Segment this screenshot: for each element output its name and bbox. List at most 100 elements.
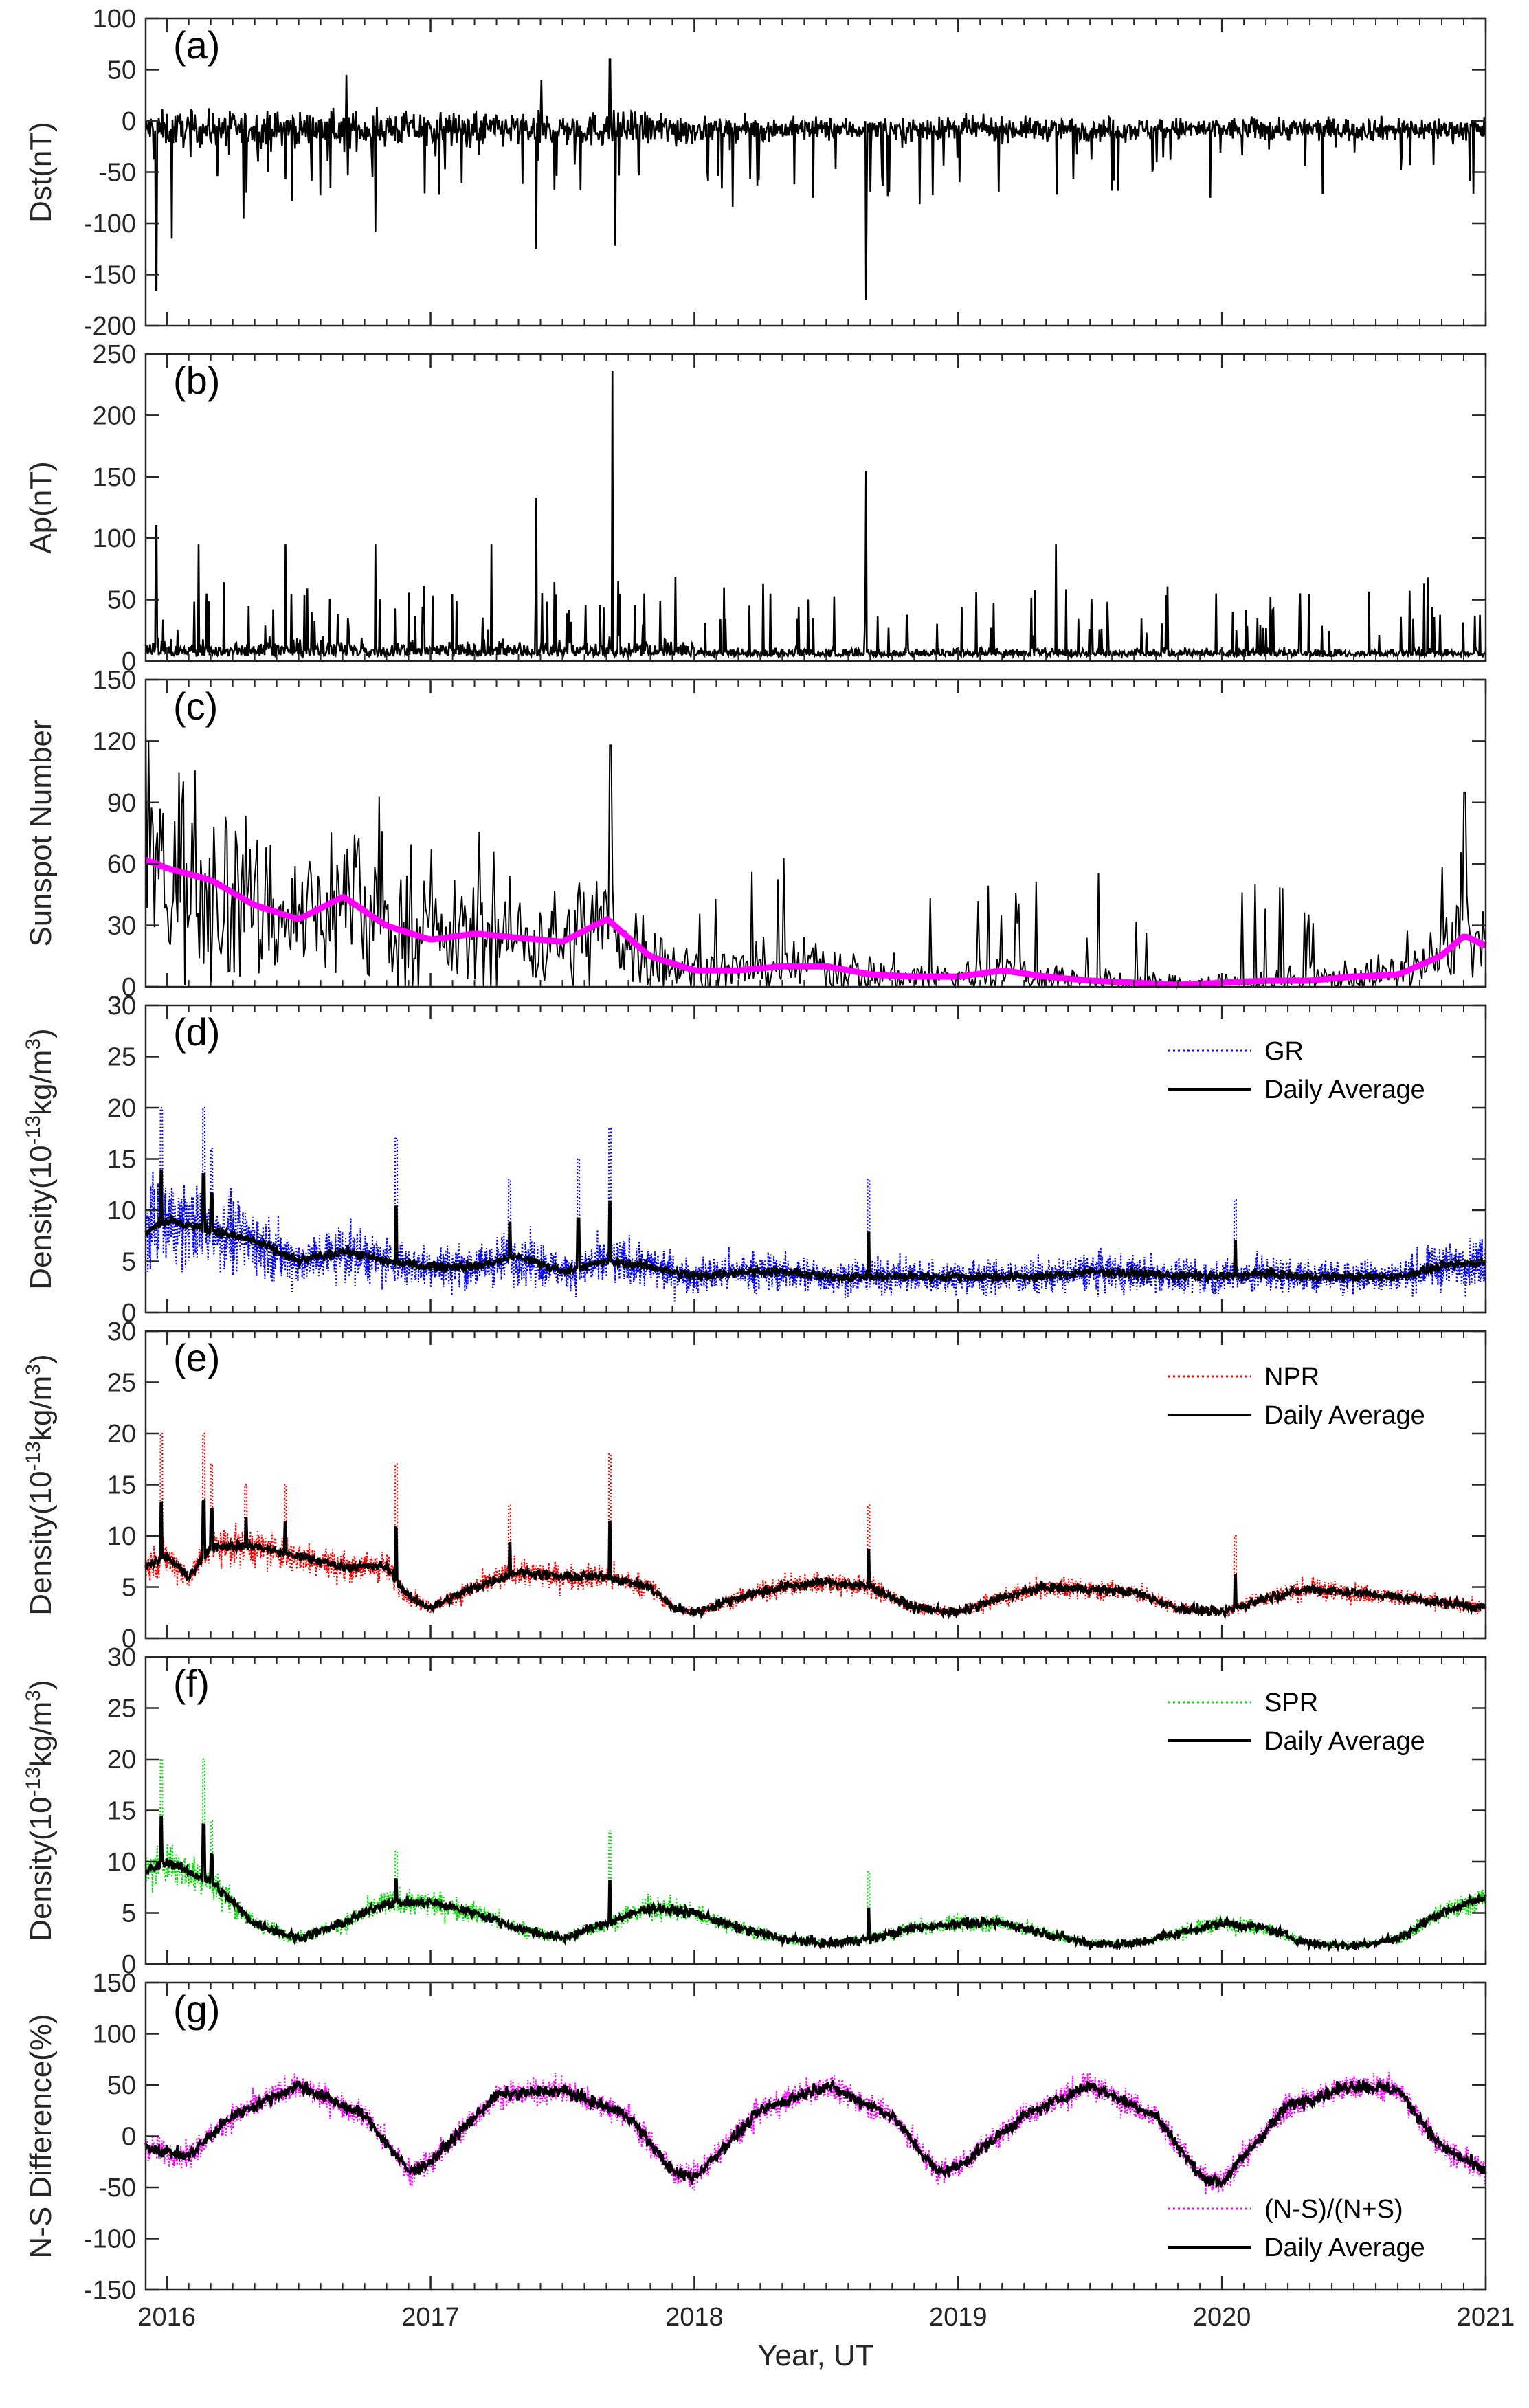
panel-c-tag: (c) [173, 684, 218, 728]
y-tick-label: 50 [107, 586, 136, 615]
panel-e-legend: NPR Daily Average [1168, 1363, 1425, 1430]
panel-f-series [144, 1758, 1487, 1952]
panel-f: SPR Daily Average 30 25 20 15 10 5 0 (f) Density(1… [22, 1643, 1487, 1979]
y-tick-label: -150 [84, 261, 136, 290]
y-tick-label: 10 [107, 1848, 136, 1877]
panel-f-average-line [144, 1815, 1487, 1952]
y-tick-label: 30 [107, 912, 136, 941]
panel-c-smoothed-line [144, 857, 1487, 988]
y-tick-label: 20 [107, 1746, 136, 1774]
panel-f-x-axis [166, 1657, 1487, 1964]
panel-d-tag: (d) [173, 1010, 220, 1054]
y-tick-label: 0 [122, 1950, 136, 1979]
legend-label-e-1: Daily Average [1264, 1401, 1425, 1430]
panel-e-y-label: Density(10-13kg/m3) [22, 1354, 58, 1615]
panel-b-series [144, 370, 1487, 660]
panel-d-x-axis [166, 1005, 1487, 1313]
panel-f-y-axis: 30 25 20 15 10 5 0 [107, 1643, 1486, 1979]
panel-b-line [144, 370, 1487, 660]
x-tick-label: 2016 [137, 2303, 196, 2332]
panel-c-frame [144, 678, 1487, 988]
panel-e-y-axis: 30 25 20 15 10 5 0 [107, 1317, 1486, 1653]
panel-e-series [144, 1432, 1487, 1620]
panel-b-tag: (b) [173, 359, 220, 402]
panel-d: GR Daily Average 30 25 20 15 10 5 0 (d) Density(10… [22, 992, 1487, 1328]
y-tick-label: 100 [93, 524, 136, 553]
x-tick-labels: 2016 2017 2018 2019 2020 2021 [137, 2303, 1515, 2332]
panel-d-series [144, 1106, 1487, 1302]
y-tick-label: -200 [84, 312, 136, 341]
y-tick-label: 30 [107, 1317, 136, 1346]
panel-b-frame [144, 353, 1487, 662]
y-tick-label: 100 [93, 2020, 136, 2049]
y-tick-label: 100 [93, 5, 136, 34]
y-tick-label: -150 [84, 2276, 136, 2305]
legend-label-d-0: GR [1264, 1037, 1304, 1066]
x-tick-label: 2021 [1457, 2303, 1515, 2332]
panel-g: (N-S)/(N+S) Daily Average 150 100 50 0 -50 -100… [24, 1969, 1487, 2305]
panel-g-x-axis [166, 1983, 1487, 2290]
legend-label-f-0: SPR [1264, 1688, 1318, 1717]
panel-b-y-axis: 250 200 150 100 50 0 [93, 340, 1486, 676]
y-tick-label: 10 [107, 1522, 136, 1551]
y-tick-label: -100 [84, 210, 136, 238]
panel-c-x-axis [166, 680, 1487, 987]
y-tick-label: 0 [122, 647, 136, 676]
y-tick-label: 150 [93, 463, 136, 492]
y-tick-label: 25 [107, 1369, 136, 1398]
y-tick-label: -100 [84, 2225, 136, 2254]
x-tick-label: 2017 [401, 2303, 460, 2332]
y-tick-label: 25 [107, 1043, 136, 1072]
panel-b: 250 200 150 100 50 0 (b) Ap(nT) [24, 340, 1487, 676]
panel-g-y-label: N-S Difference(%) [24, 2014, 58, 2258]
panel-c-y-label: Sunspot Number [24, 720, 58, 946]
panel-f-tag: (f) [173, 1662, 210, 1705]
y-tick-label: 20 [107, 1420, 136, 1449]
panel-b-x-axis [166, 354, 1487, 661]
y-tick-label: 0 [122, 2123, 136, 2152]
y-tick-label: 5 [122, 1574, 136, 1603]
y-tick-label: 150 [93, 1969, 136, 1998]
y-tick-label: 0 [122, 1625, 136, 1653]
panel-e-x-axis [166, 1331, 1487, 1638]
panel-d-legend: GR Daily Average [1168, 1037, 1425, 1104]
y-tick-label: 5 [122, 1899, 136, 1928]
y-tick-label: 15 [107, 1797, 136, 1826]
x-tick-label: 2018 [665, 2303, 724, 2332]
panel-a-x-axis [166, 19, 1487, 326]
panel-d-y-axis: 30 25 20 15 10 5 0 [107, 992, 1486, 1328]
panel-a-y-axis: 100 50 0 -50 -100 -150 -200 [84, 5, 1486, 341]
panel-e-tag: (e) [173, 1336, 220, 1379]
y-tick-label: 120 [93, 727, 136, 756]
x-axis-label: Year, UT [757, 2339, 874, 2372]
panel-g-tag: (g) [173, 1987, 220, 2031]
y-tick-label: 20 [107, 1094, 136, 1123]
panel-d-y-label: Density(10-13kg/m3) [22, 1028, 58, 1289]
x-tick-label: 2019 [929, 2303, 987, 2332]
panel-f-y-label: Density(10-13kg/m3) [22, 1680, 58, 1941]
y-tick-label: 60 [107, 850, 136, 879]
x-tick-label: 2020 [1193, 2303, 1251, 2332]
y-tick-label: 50 [107, 56, 136, 85]
y-tick-label: 25 [107, 1695, 136, 1724]
legend-label-g-1: Daily Average [1264, 2233, 1425, 2262]
y-tick-label: 15 [107, 1146, 136, 1174]
y-tick-label: 0 [122, 1299, 136, 1328]
legend-label-e-0: NPR [1264, 1363, 1319, 1392]
panel-a: 100 50 0 -50 -100 -150 -200 (a) Dst(nT) [24, 5, 1487, 341]
y-tick-label: 90 [107, 789, 136, 818]
y-tick-label: 30 [107, 992, 136, 1021]
panel-c: 150 120 90 60 30 0 (c) Sunspot Number [24, 666, 1487, 1002]
legend-label-d-1: Daily Average [1264, 1075, 1425, 1104]
panel-d-average-line [144, 1169, 1487, 1286]
y-tick-label: 30 [107, 1643, 136, 1672]
y-tick-label: 5 [122, 1248, 136, 1277]
y-tick-label: -50 [98, 159, 136, 188]
y-tick-label: -50 [98, 2174, 136, 2203]
y-tick-label: 15 [107, 1471, 136, 1500]
panel-a-line [144, 58, 1487, 300]
legend-label-f-1: Daily Average [1264, 1727, 1425, 1756]
panel-a-y-label: Dst(nT) [24, 122, 58, 223]
